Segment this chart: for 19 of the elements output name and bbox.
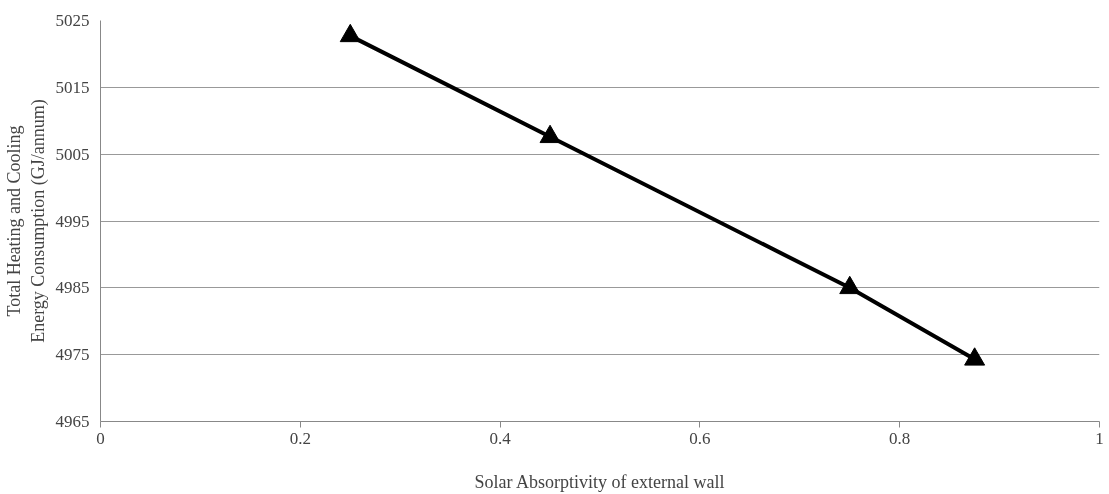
y-tick-label: 5025 [55,11,90,30]
y-tick-label: 4975 [55,345,90,365]
x-tick-label: 0.6 [689,428,711,448]
y-tick-label: 4985 [55,278,90,298]
x-tick-label: 0.2 [289,428,311,448]
point [539,124,561,144]
y-axis-title: Total Heating and Cooling Energy Consumption (GJ/annum) [3,99,49,343]
y-tick-label: 5015 [55,77,90,97]
y-tick-label: 4965 [55,412,90,431]
y-tick-label: 4995 [55,211,90,231]
x-tick-label: 1 [1095,428,1104,448]
x-axis-title: Solar Absorptivity of external wall [474,471,725,492]
point [839,275,861,295]
x-tick-label: 0.4 [489,428,512,448]
x-tick-label: 0 [96,428,105,448]
y-tick-label: 5005 [55,144,90,164]
x-tick-label: 0.8 [889,428,911,448]
point [964,347,986,366]
point [339,23,361,43]
